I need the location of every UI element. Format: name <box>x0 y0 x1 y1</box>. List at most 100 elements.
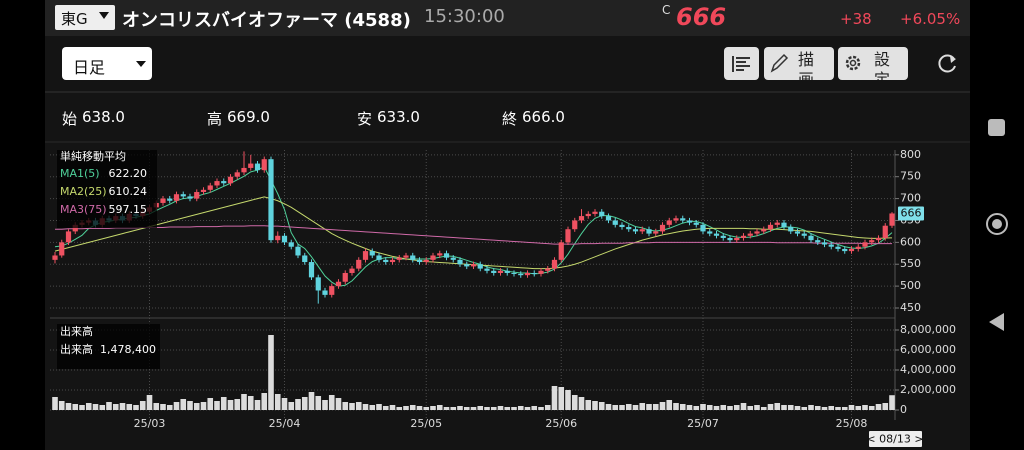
candle-body <box>592 211 598 214</box>
indicator-button[interactable] <box>724 47 759 80</box>
quote-value: 669.0 <box>227 108 270 126</box>
candle-body <box>376 255 382 260</box>
volume-bar <box>362 404 369 410</box>
volume-bar <box>652 404 659 410</box>
volume-bar <box>544 405 551 410</box>
candle-body <box>551 259 558 269</box>
volume-legend-box <box>57 324 160 369</box>
quote-label: 安 <box>357 110 373 128</box>
volume-bar <box>274 394 281 410</box>
recent-apps-button[interactable] <box>988 119 1005 136</box>
volume-bar <box>92 404 99 410</box>
volume-bar <box>821 407 828 410</box>
volume-bar <box>227 400 234 410</box>
quote-value: 638.0 <box>82 108 125 126</box>
candle-body <box>207 185 213 190</box>
volume-bar <box>619 405 625 410</box>
volume-bar <box>686 405 693 410</box>
moving-average-line <box>55 225 893 245</box>
refresh-button[interactable] <box>936 52 960 76</box>
volume-title: 出来高 <box>60 324 93 338</box>
candle-body <box>808 235 814 241</box>
volume-bar <box>173 402 180 410</box>
volume-bar <box>301 397 308 410</box>
candle-body <box>835 246 841 249</box>
volume-bar <box>598 402 605 410</box>
candle-body <box>734 237 740 241</box>
volume-bar <box>477 406 484 410</box>
volume-bar <box>787 405 794 410</box>
volume-bar <box>612 405 619 410</box>
legend-value: 597.15 <box>109 203 148 216</box>
volume-bar <box>531 406 538 410</box>
volume-bar <box>760 407 767 410</box>
candle-body <box>254 163 261 171</box>
volume-bar <box>376 404 382 410</box>
candle-body <box>727 237 733 241</box>
draw-button[interactable]: 描画 <box>764 47 834 80</box>
gear-icon <box>845 55 861 71</box>
volume-bar <box>139 401 146 410</box>
candle-body <box>329 286 335 295</box>
volume-bar <box>214 401 220 410</box>
candle-body <box>538 270 544 274</box>
y-tick-label: 500 <box>900 279 921 292</box>
candle-body <box>180 194 186 197</box>
home-button[interactable] <box>986 213 1008 235</box>
ma-legend-title: 単純移動平均 <box>60 149 126 163</box>
volume-bar <box>679 404 686 410</box>
volume-bar <box>727 406 733 410</box>
volume-bar <box>187 401 193 410</box>
volume-bar <box>146 395 153 410</box>
candle-body <box>356 259 362 269</box>
time: 15:30:00 <box>424 6 505 27</box>
x-tick-label: 25/03 <box>134 417 166 430</box>
candle-body <box>65 231 72 243</box>
period-select[interactable]: 日足 <box>62 47 152 80</box>
candle-body <box>659 224 666 232</box>
back-button[interactable] <box>989 313 1004 331</box>
market-select[interactable]: 東G <box>55 5 115 30</box>
volume-bar <box>767 404 774 410</box>
volume-tick-label: 0 <box>900 403 907 416</box>
volume-bar <box>254 400 261 410</box>
volume-bar <box>524 407 531 410</box>
candle-body <box>403 255 409 258</box>
volume-bar <box>808 405 814 410</box>
volume-bar <box>497 406 504 410</box>
volume-bar <box>578 397 585 410</box>
volume-bar <box>801 407 808 410</box>
candle-body <box>423 259 429 263</box>
candle-body <box>612 220 618 225</box>
draw-label: 描画 <box>798 50 815 80</box>
home-button-dot <box>992 219 1002 229</box>
volume-bar <box>848 405 855 410</box>
candle-body <box>437 253 443 256</box>
candle-body <box>626 227 632 230</box>
candle-body <box>315 277 321 291</box>
candle-body <box>605 216 612 221</box>
candle-body <box>214 181 220 186</box>
last-price-tag <box>898 206 924 221</box>
candle-body <box>531 272 537 274</box>
y-tick-label: 550 <box>900 257 921 270</box>
settings-button[interactable]: 設定 <box>838 47 908 80</box>
candle-body <box>443 253 450 258</box>
candle-body <box>801 233 807 236</box>
candle-body <box>632 229 639 232</box>
volume-bar <box>463 407 470 410</box>
volume-legend-name: 出来高 <box>60 342 93 356</box>
legend-name: MA1(5) <box>60 167 100 180</box>
y-tick-label: 600 <box>900 235 921 248</box>
quote-label: 終 <box>502 110 518 128</box>
volume-bar <box>551 386 558 410</box>
volume-bar <box>646 404 652 410</box>
volume-bar <box>565 390 571 410</box>
volume-bar <box>355 402 362 410</box>
volume-bar <box>119 403 126 410</box>
candle-body <box>241 167 247 173</box>
volume-bar <box>261 393 268 410</box>
volume-bar <box>207 398 214 410</box>
volume-bar <box>835 407 841 410</box>
